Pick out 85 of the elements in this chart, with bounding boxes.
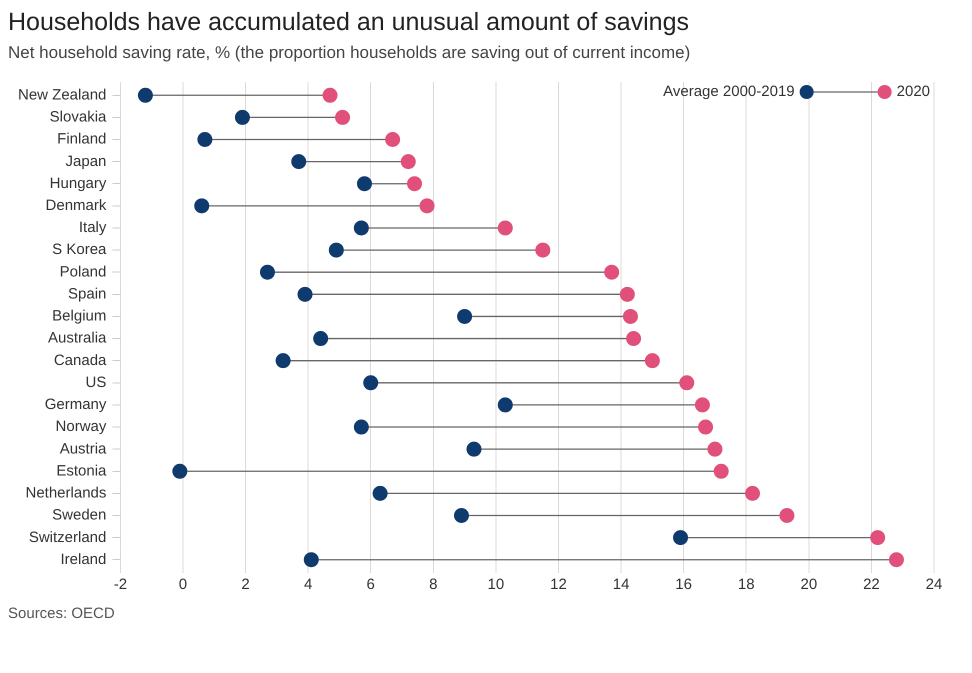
point	[385, 132, 400, 148]
y-tick-label: Finland	[57, 130, 106, 148]
point	[260, 264, 275, 280]
y-tick-label: Netherlands	[25, 484, 106, 502]
point	[779, 508, 794, 523]
point	[276, 353, 291, 368]
point	[420, 198, 435, 214]
y-tick-label: Ireland	[60, 550, 106, 568]
x-tick-label: 10	[488, 576, 504, 594]
point	[172, 464, 188, 479]
x-tick-label: 20	[800, 576, 818, 594]
y-tick-label: Spain	[68, 285, 106, 302]
point	[498, 397, 513, 412]
point	[400, 154, 416, 170]
point	[454, 508, 469, 523]
y-tick-label: Estonia	[56, 462, 108, 480]
y-tick-label: Slovakia	[50, 108, 108, 126]
point	[354, 420, 369, 435]
point	[679, 375, 694, 390]
y-tick-label: Australia	[48, 330, 108, 347]
point	[707, 442, 722, 457]
y-tick-label: US	[86, 374, 106, 391]
point	[535, 242, 550, 258]
x-tick-label: 16	[675, 576, 692, 594]
y-tick-label: Japan	[66, 152, 106, 170]
chart-subtitle: Net household saving rate, % (the proportion households are saving out of current income)	[8, 43, 692, 63]
point	[313, 331, 328, 346]
y-tick-label: Hungary	[50, 174, 107, 192]
point	[673, 530, 688, 546]
y-tick-label: Switzerland	[28, 528, 106, 546]
source-note: Sources: OECD	[8, 605, 116, 622]
x-tick-label: 12	[550, 576, 567, 594]
point	[888, 552, 904, 568]
y-tick-label: Belgium	[52, 308, 106, 325]
point	[234, 110, 250, 125]
y-tick-label: Sweden	[52, 506, 106, 524]
y-tick-label: Canada	[54, 352, 108, 369]
y-tick-label: Italy	[78, 219, 107, 236]
x-tick-label: 4	[304, 576, 312, 594]
y-tick-label: Denmark	[46, 196, 107, 214]
y-tick-label: Germany	[44, 396, 107, 414]
point	[197, 132, 212, 148]
legend-label: 2020	[896, 83, 930, 100]
y-tick-label: Norway	[56, 418, 107, 436]
point	[322, 88, 338, 103]
point	[714, 464, 729, 479]
point	[622, 308, 638, 324]
point	[870, 530, 886, 546]
y-tick-label: S Korea	[52, 241, 108, 258]
point	[328, 242, 344, 258]
y-tick-label: Poland	[60, 263, 106, 280]
x-tick-label: 8	[429, 576, 438, 594]
point	[644, 353, 660, 368]
x-tick-label: -2	[114, 576, 128, 594]
point	[457, 308, 472, 324]
point	[407, 176, 422, 192]
point	[466, 442, 482, 457]
point	[298, 286, 313, 302]
x-tick-label: 18	[738, 576, 755, 594]
x-tick-label: 24	[926, 576, 942, 594]
point	[698, 420, 714, 435]
point	[604, 264, 620, 280]
point	[626, 331, 642, 346]
point	[335, 110, 350, 125]
point	[745, 486, 760, 501]
y-tick-label: New Zealand	[18, 86, 106, 104]
text: Average 2000-2019	[663, 83, 795, 100]
point	[356, 176, 372, 192]
point	[138, 88, 153, 103]
point	[372, 486, 388, 501]
x-tick-label: 14	[612, 576, 630, 594]
point	[194, 198, 210, 214]
point	[694, 397, 710, 412]
x-tick-label: 2	[241, 576, 250, 594]
x-tick-label: 0	[178, 576, 188, 594]
point	[291, 154, 306, 170]
point	[363, 375, 378, 390]
x-tick-label: 22	[863, 576, 880, 594]
point	[498, 220, 513, 236]
y-tick-label: Austria	[60, 440, 108, 458]
point	[620, 286, 635, 302]
chart-title: Households have accumulated an unusual amount of savings	[8, 8, 690, 37]
x-tick-label: 6	[366, 576, 375, 594]
point	[304, 552, 319, 568]
point	[354, 220, 369, 236]
